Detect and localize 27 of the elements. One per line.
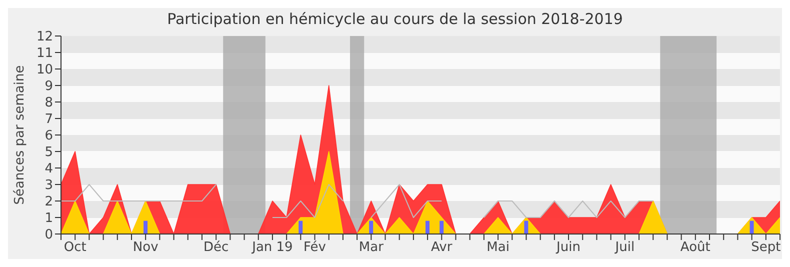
x-tick-label: Oct	[64, 240, 86, 256]
x-tick-label: Août	[680, 240, 710, 256]
y-tick-label: 3	[44, 178, 53, 194]
x-tick-label: Juil	[614, 240, 635, 256]
x-tick-label: Mai	[486, 240, 510, 256]
y-axis-title: Séances par semaine	[12, 65, 28, 205]
x-tick-label: Nov	[132, 240, 159, 256]
chart-title: Participation en hémicycle au cours de la session 2018-2019	[166, 9, 624, 30]
x-tick-label: Jan 19	[251, 240, 293, 256]
x-tick-label: Avr	[431, 240, 453, 256]
y-tick-label: 10	[36, 62, 53, 78]
y-tick-label: 8	[44, 96, 53, 111]
y-tick-label: 6	[44, 128, 53, 144]
x-tick-label: Mar	[358, 240, 384, 256]
y-tick-label: 12	[36, 30, 53, 45]
y-tick-label: 7	[44, 112, 53, 128]
y-tick-label: 9	[44, 79, 53, 94]
x-tick-label: Fév	[304, 240, 326, 256]
x-tick-label: Sept	[751, 240, 781, 256]
x-tick-label: Juin	[556, 240, 580, 256]
y-tick-label: 4	[44, 162, 53, 177]
y-tick-label: 0	[44, 228, 53, 243]
y-tick-label: 5	[44, 145, 53, 160]
y-tick-label: 1	[44, 211, 53, 226]
y-tick-label: 11	[36, 46, 53, 62]
y-tick-label: 2	[44, 194, 53, 210]
x-tick-label: Déc	[204, 240, 229, 256]
